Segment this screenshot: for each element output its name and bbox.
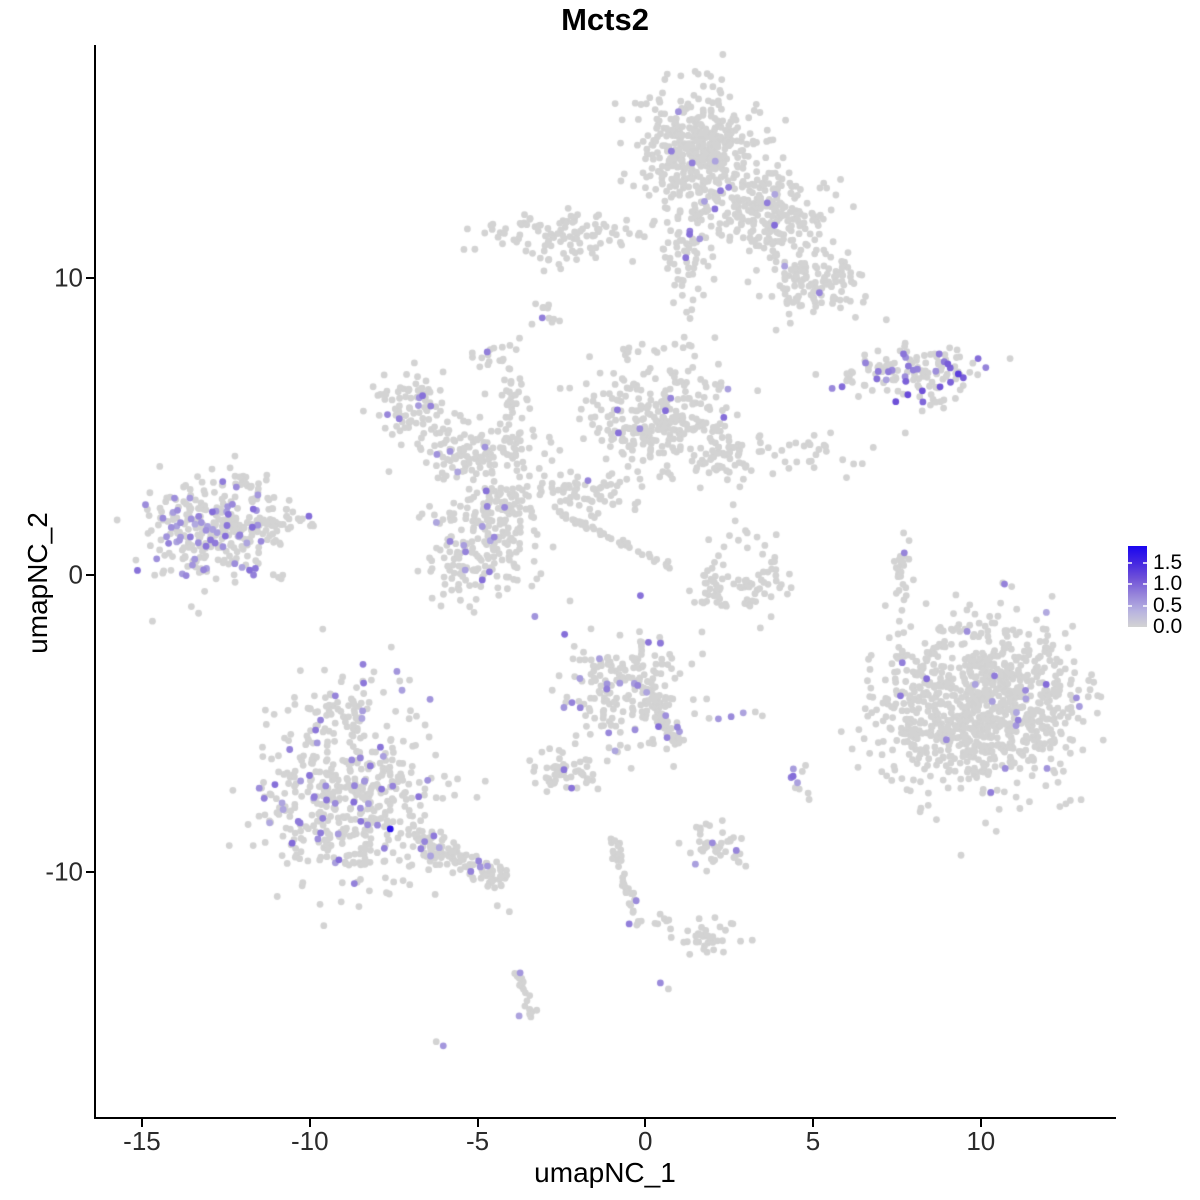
y-tick-label: 0 [68,559,83,590]
legend-tick-mark [1128,562,1132,565]
legend-tick-mark [1143,604,1147,607]
x-tick-mark [140,1119,143,1127]
x-tick-label: 0 [638,1126,653,1156]
plot-title: Mcts2 [561,2,649,37]
legend-tick-mark [1143,583,1147,586]
x-tick-label: -5 [465,1126,490,1156]
x-tick-label: 5 [805,1126,821,1156]
x-tick-mark [308,1119,311,1127]
y-axis-title: umapNC_2 [22,512,53,654]
x-tick-label: -10 [290,1126,329,1156]
x-tick-mark [812,1119,815,1127]
legend-break-label: 0.5 [1153,593,1183,617]
x-axis-line [94,1117,1116,1119]
x-tick-mark [644,1119,647,1127]
legend-gradient-bar [1128,546,1147,627]
x-axis-title: umapNC_1 [534,1157,676,1188]
y-axis-line [94,45,96,1119]
x-tick-label: -15 [123,1126,161,1156]
legend-break-label: 1.0 [1153,572,1183,596]
legend-break-label: 0.0 [1153,615,1183,638]
x-tick-label: 10 [966,1126,996,1156]
x-tick-mark [476,1119,479,1127]
y-tick-mark [86,573,94,576]
y-tick-mark [86,870,94,873]
y-tick-label: -10 [45,856,83,887]
legend-tick-mark [1128,604,1132,607]
legend-tick-mark [1143,562,1147,565]
legend-break-label: 1.5 [1153,551,1183,575]
legend-tick-mark [1128,583,1132,586]
x-tick-mark [979,1119,982,1127]
y-tick-label: 10 [54,262,83,293]
y-tick-mark [86,277,94,279]
